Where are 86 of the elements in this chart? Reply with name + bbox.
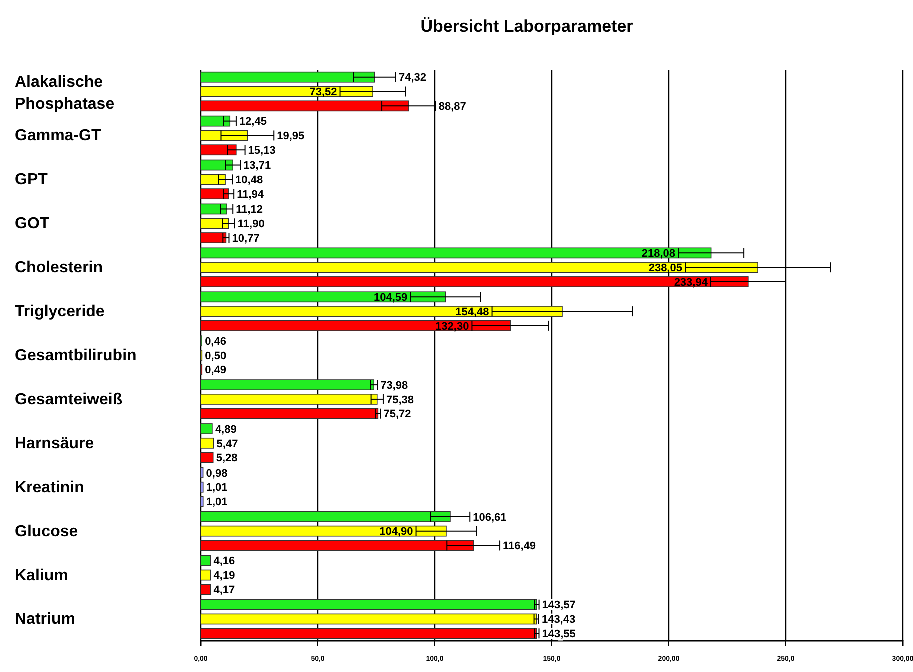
data-label: 74,32	[398, 72, 426, 84]
y-tick-label: Cholesterin	[15, 260, 104, 277]
data-label: 0,50	[205, 350, 227, 362]
data-label: 233,94	[674, 276, 709, 289]
data-label: 104,90	[380, 526, 414, 538]
bar	[200, 100, 410, 112]
bar	[200, 614, 538, 625]
bar	[200, 628, 538, 640]
bar	[200, 540, 474, 552]
bar	[200, 424, 213, 434]
data-label: 73,52	[310, 86, 338, 99]
bar	[200, 555, 212, 566]
y-tick-label: Kalium	[15, 567, 68, 584]
data-label: 4,19	[214, 570, 236, 582]
bar	[200, 116, 231, 127]
bar	[200, 438, 214, 449]
data-label: 0,98	[206, 468, 228, 480]
bar	[200, 408, 379, 420]
data-label: 4,89	[215, 424, 237, 436]
data-label: 104,59	[374, 292, 408, 304]
data-label: 73,98	[380, 380, 408, 392]
chart-title: Übersicht Laborparameter	[420, 17, 634, 36]
bar	[200, 262, 758, 274]
bar	[200, 452, 214, 464]
bar	[200, 248, 712, 259]
data-label: 132,30	[436, 320, 470, 333]
bar	[200, 160, 234, 171]
bar	[200, 380, 375, 390]
data-label: 106,61	[473, 512, 507, 524]
data-label: 12,45	[239, 116, 267, 128]
bar	[200, 86, 374, 98]
y-tick-label: Alakalische Phosphatase	[15, 74, 115, 113]
bar	[200, 468, 204, 478]
data-label: 116,49	[503, 540, 536, 553]
bar	[200, 276, 749, 288]
y-tick-label: Triglyceride	[15, 304, 105, 321]
y-tick-label: Harnsäure	[15, 435, 94, 452]
bar	[200, 144, 237, 156]
y-tick-label: GPT	[15, 172, 48, 189]
bar	[200, 496, 204, 508]
bar	[200, 511, 451, 522]
data-label: 0,49	[205, 364, 227, 377]
y-tick-label: Gesamteiweiß	[15, 391, 123, 408]
bar	[200, 218, 230, 230]
data-label: 218,08	[642, 248, 676, 260]
bar	[200, 320, 511, 332]
data-label: 11,94	[237, 188, 265, 201]
data-label: 10,77	[232, 232, 260, 245]
bar	[200, 482, 204, 493]
data-label: 5,47	[216, 438, 238, 450]
bar	[200, 232, 227, 244]
data-label: 15,13	[248, 144, 276, 157]
bar	[200, 599, 538, 610]
data-label: 88,87	[438, 101, 466, 114]
y-tick-label: Gesamtbilirubin	[15, 348, 137, 364]
data-label: 75,38	[386, 394, 414, 406]
y-tick-label: Natrium	[15, 611, 76, 628]
data-label: 4,17	[214, 584, 236, 597]
data-label: 11,12	[236, 204, 264, 216]
bar	[200, 394, 378, 405]
y-tick-label: GOT	[15, 216, 50, 233]
data-label: 5,28	[216, 452, 238, 465]
y-tick-label: Glucose	[15, 523, 78, 540]
data-label: 1,01	[206, 496, 228, 509]
data-label: 0,46	[205, 336, 226, 348]
data-label: 10,48	[236, 174, 264, 187]
bar	[200, 292, 446, 303]
data-label: 1,01	[206, 482, 228, 494]
bar	[200, 174, 226, 186]
y-tick-label: Kreatinin	[15, 479, 84, 496]
bar	[200, 526, 447, 537]
data-label: 238,05	[648, 262, 682, 274]
bar	[200, 584, 212, 596]
data-label: 13,71	[244, 160, 272, 172]
data-label: 154,48	[456, 306, 490, 318]
bar	[200, 72, 376, 83]
bar	[200, 130, 248, 142]
y-tick-label: Gamma-GT	[15, 128, 102, 145]
bar	[200, 570, 212, 581]
bar	[200, 188, 230, 200]
data-label: 11,90	[238, 218, 265, 230]
data-label: 4,16	[214, 556, 236, 568]
bar	[200, 306, 563, 317]
data-label: 19,95	[277, 130, 305, 143]
bar	[200, 204, 228, 215]
data-label: 75,72	[384, 408, 412, 421]
